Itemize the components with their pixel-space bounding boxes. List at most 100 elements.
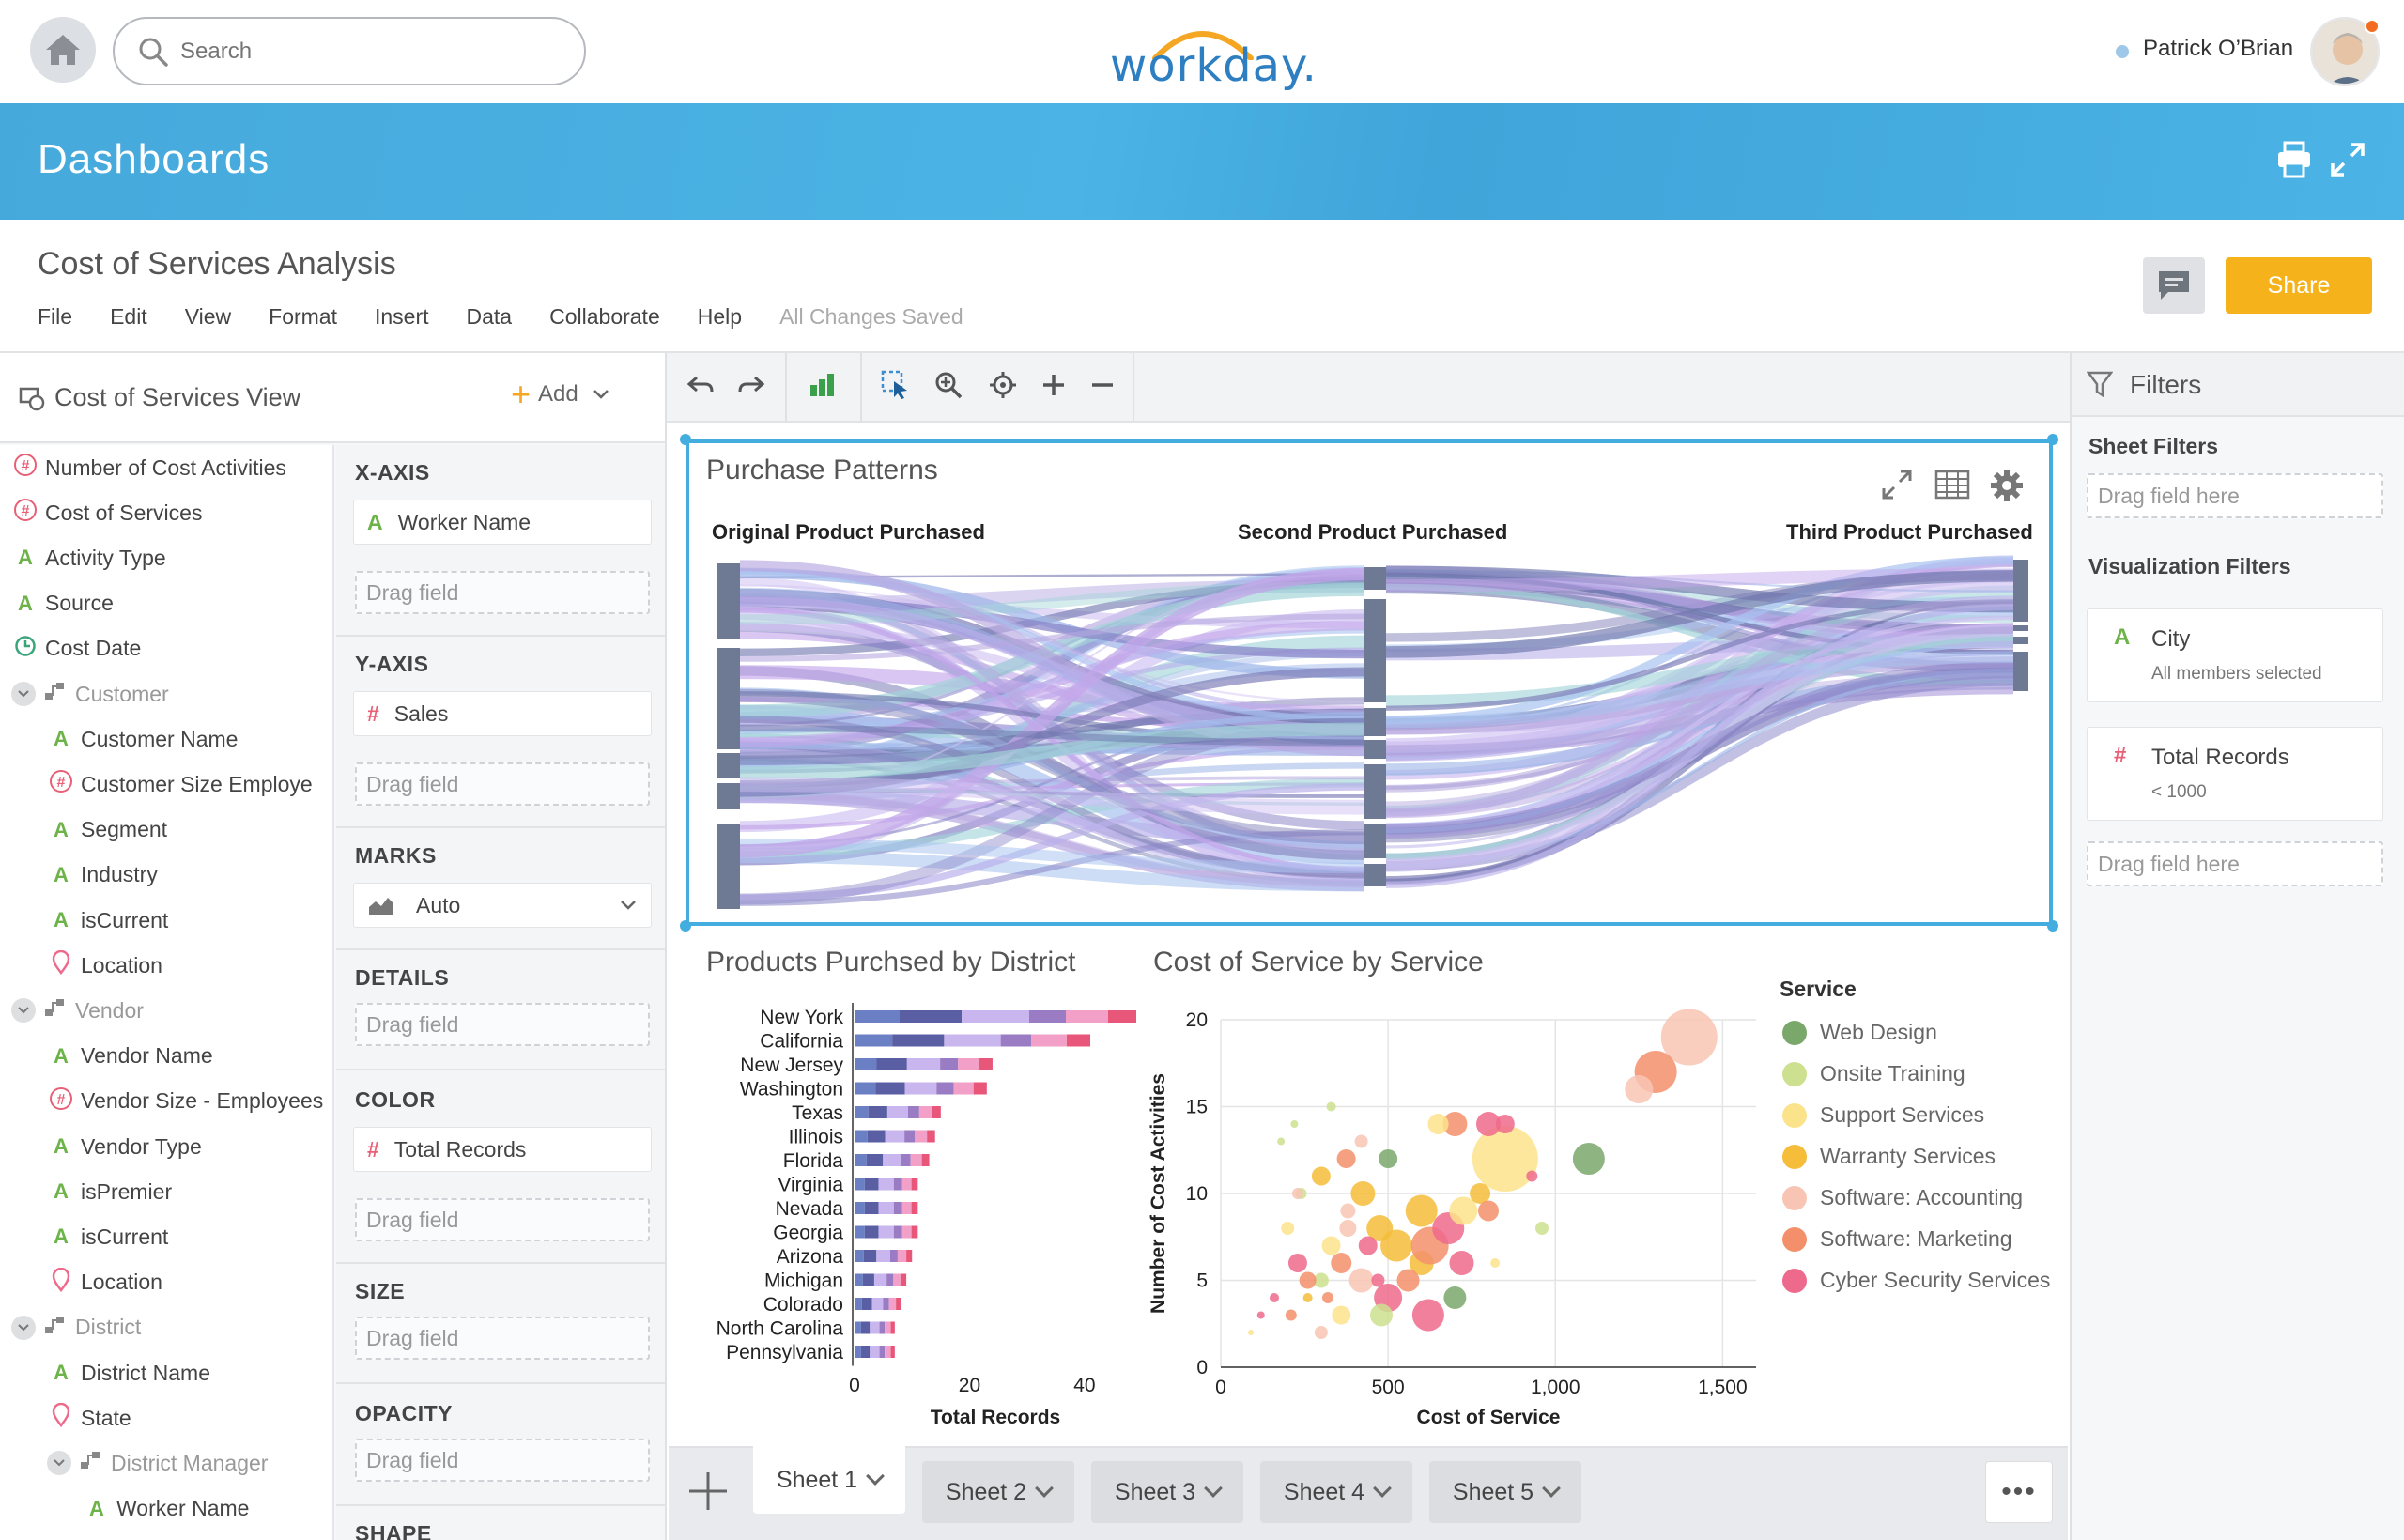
home-button[interactable] [30,17,96,83]
color-pill[interactable]: # Total Records [353,1127,652,1172]
more-button[interactable]: ••• [1985,1461,2053,1523]
resize-handle[interactable] [680,434,691,445]
avatar[interactable] [2310,17,2380,86]
y-axis-pill[interactable]: # Sales [353,691,652,736]
legend-item[interactable]: Software: Marketing [1782,1226,2012,1252]
menu-file[interactable]: File [38,304,73,329]
scatter-point [1299,1271,1317,1289]
details-drop-zone[interactable]: Drag field [355,1003,650,1046]
chevron-down-icon[interactable] [47,1451,71,1476]
sheet-tab-2[interactable]: Sheet 2 [922,1461,1074,1523]
pan-icon[interactable] [984,366,1022,404]
field-item[interactable]: A Source [11,581,114,626]
field-item[interactable]: # Vendor Size - Employees [47,1079,323,1124]
legend-item[interactable]: Warranty Services [1782,1144,1996,1169]
x-axis-drop-zone[interactable]: Drag field [355,571,650,614]
search-input[interactable] [180,38,537,65]
menu-help[interactable]: Help [697,304,743,329]
marks-select[interactable]: Auto [353,883,652,928]
field-item[interactable]: A Activity Type [11,535,166,580]
expand-chart-icon[interactable] [1880,468,1914,501]
sheet-tab-5[interactable]: Sheet 5 [1429,1461,1581,1523]
zoom-icon[interactable] [930,366,967,404]
legend-item[interactable]: Onsite Training [1782,1061,1965,1086]
legend-item[interactable]: Support Services [1782,1102,1984,1128]
field-item[interactable]: A Worker Name [83,1486,249,1532]
filter-card-city[interactable]: A City All members selected [2087,608,2383,702]
opacity-drop-zone[interactable]: Drag field [355,1439,650,1482]
legend-item[interactable]: Web Design [1782,1020,1937,1045]
sheet-tab-3[interactable]: Sheet 3 [1091,1461,1243,1523]
field-item[interactable]: A Segment [47,808,167,853]
field-item[interactable]: Cost Date [11,626,141,671]
menu-collaborate[interactable]: Collaborate [549,304,660,329]
add-sheet-icon[interactable] [684,1467,732,1516]
fullscreen-icon[interactable] [2329,141,2366,178]
resize-handle[interactable] [2047,434,2058,445]
y-axis-drop-zone[interactable]: Drag field [355,762,650,806]
sankey-link [739,722,1364,779]
field-item[interactable]: Location [47,1260,162,1305]
sheet-tab-4[interactable]: Sheet 4 [1260,1461,1412,1523]
bar-segment [855,1106,869,1118]
menu-view[interactable]: View [184,304,232,329]
comment-button[interactable] [2143,257,2205,314]
chart-type-icon[interactable] [804,366,841,404]
chevron-down-icon[interactable] [11,998,36,1024]
field-item[interactable]: # Cost of Services [11,490,202,535]
field-item[interactable]: A Customer Name [47,716,238,762]
share-button[interactable]: Share [2226,257,2372,314]
print-icon[interactable] [2276,141,2312,178]
field-item[interactable]: A Industry [47,853,158,898]
zoom-in-icon[interactable] [1035,366,1072,404]
viz-filter-drop-zone[interactable]: Drag field here [2087,841,2383,886]
zoom-out-icon[interactable] [1084,366,1121,404]
field-item[interactable]: State [47,1395,131,1440]
legend-item[interactable]: Cyber Security Services [1782,1268,2050,1293]
redo-icon[interactable] [732,366,770,404]
table-view-icon[interactable] [1934,470,1970,500]
menu-format[interactable]: Format [269,304,337,329]
sheet-tab-1[interactable]: Sheet 1 [753,1446,905,1514]
legend-item[interactable]: Software: Accounting [1782,1185,2023,1210]
resize-handle[interactable] [2047,920,2058,932]
resize-handle[interactable] [680,920,691,932]
field-item[interactable]: Location [47,943,162,988]
user-name[interactable]: Patrick O’Brian [2143,36,2294,61]
sankey-chart[interactable] [706,554,2028,909]
field-item[interactable]: A Vendor Name [47,1034,213,1079]
chevron-down-icon[interactable] [11,1315,36,1340]
search-box[interactable] [113,17,586,85]
gear-icon[interactable] [1989,468,2025,503]
scatter-point [1313,1272,1329,1288]
color-drop-zone[interactable]: Drag field [355,1198,650,1241]
field-item[interactable]: A Vendor Type [47,1124,202,1169]
field-group[interactable]: Customer [11,671,169,716]
undo-icon[interactable] [682,366,719,404]
add-button[interactable]: + Add [511,377,610,411]
menu-insert[interactable]: Insert [374,304,429,329]
field-group[interactable]: Vendor [11,988,144,1033]
workday-logo[interactable]: workday. [1099,13,1317,98]
field-group[interactable]: District [11,1305,141,1350]
select-icon[interactable] [877,366,915,404]
menu-edit[interactable]: Edit [110,304,147,329]
scatter-point [1350,1181,1376,1206]
chevron-down-icon[interactable] [11,682,36,706]
menu-data[interactable]: Data [466,304,513,329]
x-axis-pill[interactable]: A Worker Name [353,500,652,545]
field-group[interactable]: District Manager [47,1440,268,1486]
field-item[interactable]: # Number of Cost Activities [11,445,286,490]
field-item[interactable]: A District Name [47,1350,210,1395]
document-title[interactable]: Cost of Services Analysis [38,246,396,282]
scatter-chart[interactable]: 0 500 1,000 1,500 0 5 10 15 20 Cost of Service Num… [1146,986,1775,1440]
size-drop-zone[interactable]: Drag field [355,1317,650,1360]
field-item[interactable]: # Customer Size Employe [47,762,313,807]
sankey-node [2013,637,2028,644]
sheet-filter-drop-zone[interactable]: Drag field here [2087,473,2383,518]
filter-card-total-records[interactable]: # Total Records < 1000 [2087,727,2383,821]
